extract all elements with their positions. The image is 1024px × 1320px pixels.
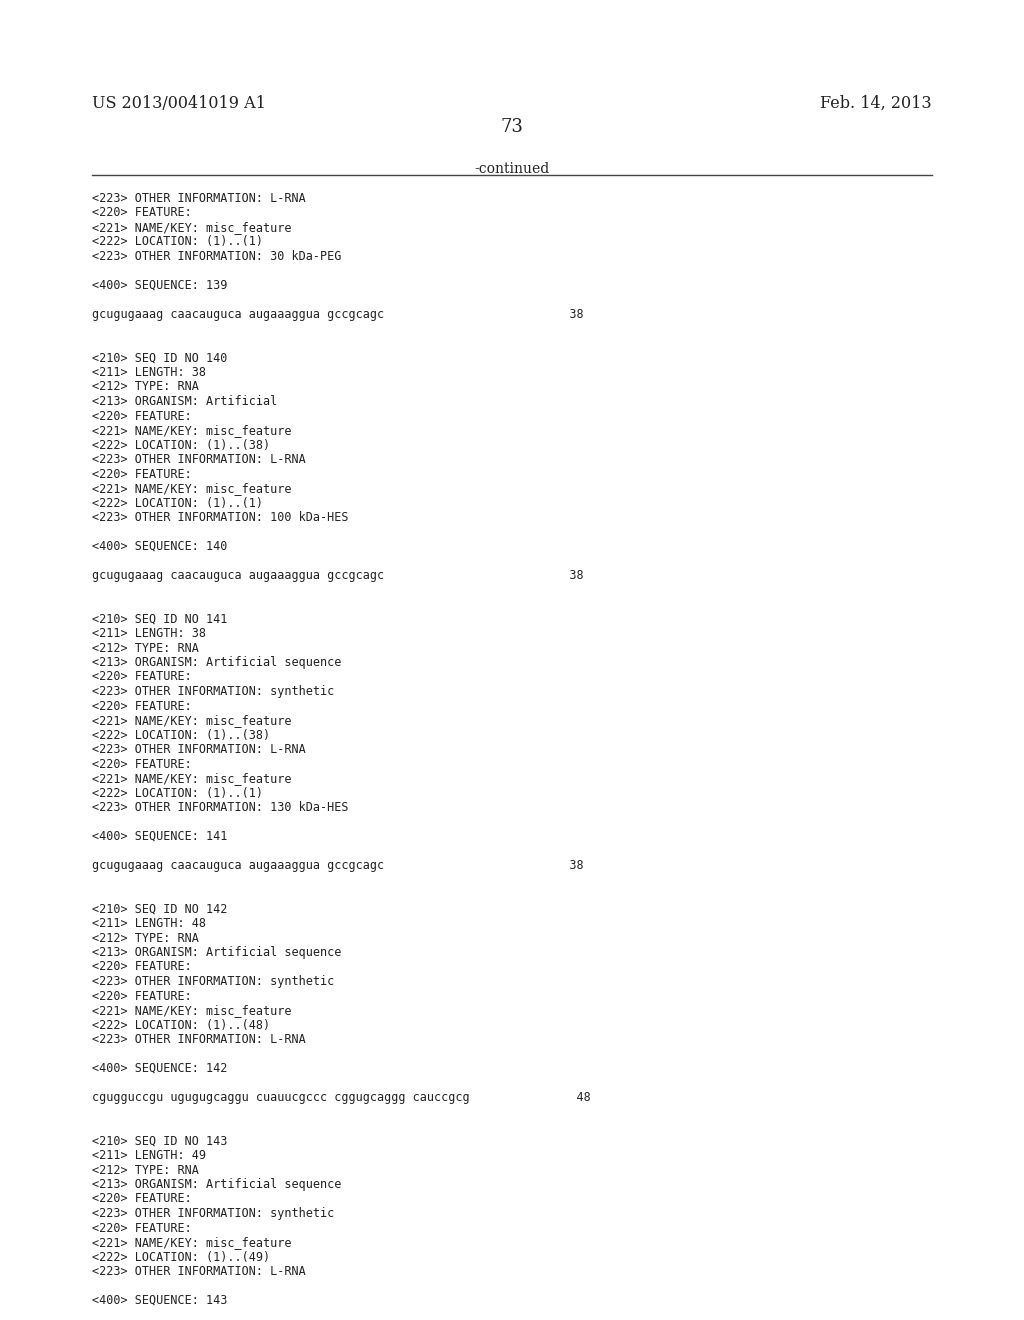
Text: <220> FEATURE:: <220> FEATURE:: [92, 409, 191, 422]
Text: 73: 73: [501, 117, 523, 136]
Text: <222> LOCATION: (1)..(49): <222> LOCATION: (1)..(49): [92, 1250, 270, 1263]
Text: <220> FEATURE:: <220> FEATURE:: [92, 1221, 191, 1234]
Text: <223> OTHER INFORMATION: synthetic: <223> OTHER INFORMATION: synthetic: [92, 685, 335, 698]
Text: <223> OTHER INFORMATION: L-RNA: <223> OTHER INFORMATION: L-RNA: [92, 1034, 306, 1045]
Text: <221> NAME/KEY: misc_feature: <221> NAME/KEY: misc_feature: [92, 1236, 292, 1249]
Text: <220> FEATURE:: <220> FEATURE:: [92, 671, 191, 684]
Text: <222> LOCATION: (1)..(38): <222> LOCATION: (1)..(38): [92, 438, 270, 451]
Text: <223> OTHER INFORMATION: L-RNA: <223> OTHER INFORMATION: L-RNA: [92, 743, 306, 756]
Text: <221> NAME/KEY: misc_feature: <221> NAME/KEY: misc_feature: [92, 220, 292, 234]
Text: <213> ORGANISM: Artificial: <213> ORGANISM: Artificial: [92, 395, 278, 408]
Text: cgugguccgu ugugugcaggu cuauucgccc cggugcaggg cauccgcg               48: cgugguccgu ugugugcaggu cuauucgccc cggugc…: [92, 1092, 591, 1104]
Text: <223> OTHER INFORMATION: L-RNA: <223> OTHER INFORMATION: L-RNA: [92, 453, 306, 466]
Text: <213> ORGANISM: Artificial sequence: <213> ORGANISM: Artificial sequence: [92, 1177, 342, 1191]
Text: <212> TYPE: RNA: <212> TYPE: RNA: [92, 380, 199, 393]
Text: <220> FEATURE:: <220> FEATURE:: [92, 700, 191, 713]
Text: <222> LOCATION: (1)..(1): <222> LOCATION: (1)..(1): [92, 235, 263, 248]
Text: <220> FEATURE:: <220> FEATURE:: [92, 961, 191, 974]
Text: <222> LOCATION: (1)..(1): <222> LOCATION: (1)..(1): [92, 496, 263, 510]
Text: <223> OTHER INFORMATION: 130 kDa-HES: <223> OTHER INFORMATION: 130 kDa-HES: [92, 801, 348, 814]
Text: <213> ORGANISM: Artificial sequence: <213> ORGANISM: Artificial sequence: [92, 656, 342, 669]
Text: <220> FEATURE:: <220> FEATURE:: [92, 1192, 191, 1205]
Text: <221> NAME/KEY: misc_feature: <221> NAME/KEY: misc_feature: [92, 772, 292, 785]
Text: <222> LOCATION: (1)..(1): <222> LOCATION: (1)..(1): [92, 787, 263, 800]
Text: <400> SEQUENCE: 139: <400> SEQUENCE: 139: [92, 279, 227, 292]
Text: <213> ORGANISM: Artificial sequence: <213> ORGANISM: Artificial sequence: [92, 946, 342, 960]
Text: <212> TYPE: RNA: <212> TYPE: RNA: [92, 932, 199, 945]
Text: <400> SEQUENCE: 140: <400> SEQUENCE: 140: [92, 540, 227, 553]
Text: <211> LENGTH: 38: <211> LENGTH: 38: [92, 366, 206, 379]
Text: gcugugaaag caacauguca augaaaggua gccgcagc                          38: gcugugaaag caacauguca augaaaggua gccgcag…: [92, 308, 584, 321]
Text: <212> TYPE: RNA: <212> TYPE: RNA: [92, 1163, 199, 1176]
Text: <400> SEQUENCE: 142: <400> SEQUENCE: 142: [92, 1063, 227, 1074]
Text: <221> NAME/KEY: misc_feature: <221> NAME/KEY: misc_feature: [92, 424, 292, 437]
Text: <220> FEATURE:: <220> FEATURE:: [92, 990, 191, 1002]
Text: <211> LENGTH: 38: <211> LENGTH: 38: [92, 627, 206, 640]
Text: gcugugaaag caacauguca augaaaggua gccgcagc                          38: gcugugaaag caacauguca augaaaggua gccgcag…: [92, 859, 584, 873]
Text: <220> FEATURE:: <220> FEATURE:: [92, 467, 191, 480]
Text: <223> OTHER INFORMATION: 30 kDa-PEG: <223> OTHER INFORMATION: 30 kDa-PEG: [92, 249, 342, 263]
Text: <221> NAME/KEY: misc_feature: <221> NAME/KEY: misc_feature: [92, 714, 292, 727]
Text: <220> FEATURE:: <220> FEATURE:: [92, 758, 191, 771]
Text: <221> NAME/KEY: misc_feature: <221> NAME/KEY: misc_feature: [92, 1005, 292, 1016]
Text: <210> SEQ ID NO 143: <210> SEQ ID NO 143: [92, 1134, 227, 1147]
Text: -continued: -continued: [474, 162, 550, 176]
Text: <400> SEQUENCE: 143: <400> SEQUENCE: 143: [92, 1294, 227, 1307]
Text: <212> TYPE: RNA: <212> TYPE: RNA: [92, 642, 199, 655]
Text: <400> SEQUENCE: 141: <400> SEQUENCE: 141: [92, 830, 227, 843]
Text: <210> SEQ ID NO 141: <210> SEQ ID NO 141: [92, 612, 227, 626]
Text: <222> LOCATION: (1)..(38): <222> LOCATION: (1)..(38): [92, 729, 270, 742]
Text: <220> FEATURE:: <220> FEATURE:: [92, 206, 191, 219]
Text: <211> LENGTH: 49: <211> LENGTH: 49: [92, 1148, 206, 1162]
Text: US 2013/0041019 A1: US 2013/0041019 A1: [92, 95, 266, 112]
Text: <221> NAME/KEY: misc_feature: <221> NAME/KEY: misc_feature: [92, 482, 292, 495]
Text: <211> LENGTH: 48: <211> LENGTH: 48: [92, 917, 206, 931]
Text: <223> OTHER INFORMATION: L-RNA: <223> OTHER INFORMATION: L-RNA: [92, 191, 306, 205]
Text: <223> OTHER INFORMATION: 100 kDa-HES: <223> OTHER INFORMATION: 100 kDa-HES: [92, 511, 348, 524]
Text: gcugugaaag caacauguca augaaaggua gccgcagc                          38: gcugugaaag caacauguca augaaaggua gccgcag…: [92, 569, 584, 582]
Text: <210> SEQ ID NO 140: <210> SEQ ID NO 140: [92, 351, 227, 364]
Text: <223> OTHER INFORMATION: L-RNA: <223> OTHER INFORMATION: L-RNA: [92, 1265, 306, 1278]
Text: <222> LOCATION: (1)..(48): <222> LOCATION: (1)..(48): [92, 1019, 270, 1031]
Text: <223> OTHER INFORMATION: synthetic: <223> OTHER INFORMATION: synthetic: [92, 1206, 335, 1220]
Text: <223> OTHER INFORMATION: synthetic: <223> OTHER INFORMATION: synthetic: [92, 975, 335, 987]
Text: <210> SEQ ID NO 142: <210> SEQ ID NO 142: [92, 903, 227, 916]
Text: Feb. 14, 2013: Feb. 14, 2013: [820, 95, 932, 112]
